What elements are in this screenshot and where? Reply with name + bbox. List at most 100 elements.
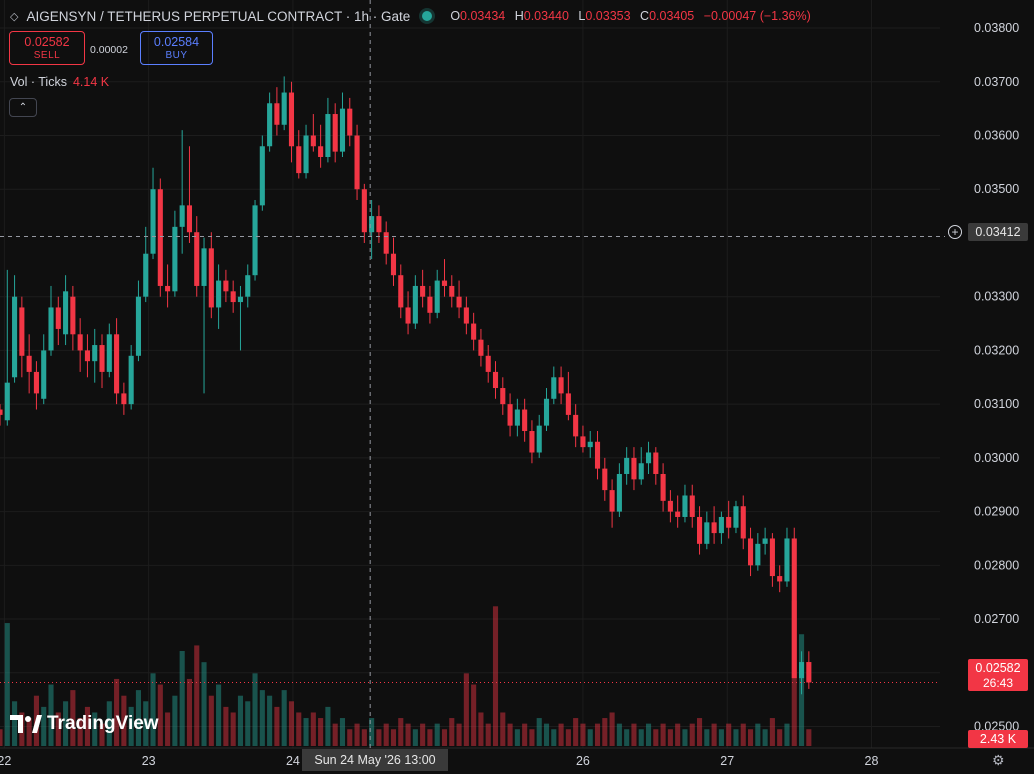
- candle-body: [653, 452, 659, 474]
- volume-bar: [92, 712, 98, 746]
- volume-bar: [63, 701, 69, 746]
- volume-bar: [682, 729, 688, 746]
- legend-header: ◇ AIGENSYN / TETHERUS PERPETUAL CONTRACT…: [10, 7, 811, 25]
- candle-body: [492, 371, 499, 389]
- ohlc-high-key: H: [514, 9, 524, 23]
- volume-bar: [179, 651, 185, 746]
- volume-bar: [485, 723, 491, 746]
- volume-bar: [573, 718, 579, 746]
- candle-body: [26, 355, 32, 372]
- candle-body: [449, 285, 455, 297]
- ohlc-change-value: −0.00047 (−1.36%): [703, 9, 811, 23]
- volume-bar: [26, 718, 32, 746]
- volume-bar: [332, 723, 338, 746]
- price-tick-label: 0.03000: [974, 451, 1019, 465]
- price-tick-label: 0.03800: [974, 21, 1019, 35]
- volume-bar: [434, 723, 440, 746]
- volume-bar: [551, 729, 557, 746]
- sell-button[interactable]: 0.02582 SELL: [9, 31, 85, 65]
- candle-body: [441, 280, 448, 286]
- candle-body: [281, 92, 287, 125]
- last-price-value: 0.02582: [975, 661, 1021, 675]
- time-tick-label: 22: [0, 754, 11, 768]
- price-tick-label: 0.03600: [974, 129, 1019, 143]
- candle-body: [274, 103, 280, 125]
- volume-bar: [755, 723, 761, 746]
- candle-body: [230, 291, 236, 303]
- volume-bar: [667, 729, 673, 746]
- candle-body: [667, 500, 673, 512]
- volume-bar: [609, 712, 615, 746]
- volume-bar: [747, 729, 754, 746]
- ohlc-open-key: O: [450, 9, 461, 23]
- chart-overlay: [0, 0, 945, 748]
- candle-body: [711, 522, 717, 534]
- price-tick-label: 0.03700: [974, 75, 1019, 89]
- candle-body: [303, 135, 309, 174]
- volume-bar: [252, 673, 258, 746]
- tradingview-logo-text: TradingView: [47, 713, 159, 734]
- tradingview-logo: TradingView: [10, 713, 159, 735]
- candle-body: [361, 189, 367, 233]
- candle-body: [580, 436, 586, 448]
- tradingview-logo-icon: [10, 715, 42, 733]
- volume-legend[interactable]: Vol · Ticks 4.14 K: [10, 75, 109, 89]
- chevron-diamond-icon[interactable]: ◇: [10, 10, 19, 23]
- volume-bar: [303, 718, 309, 746]
- candles[interactable]: [0, 76, 812, 695]
- volume-bar: [114, 678, 120, 746]
- candle-body: [332, 114, 338, 152]
- candle-body: [420, 285, 426, 297]
- volume-bar: [281, 690, 287, 746]
- candle-body: [208, 248, 214, 308]
- volume-bar: [441, 729, 448, 746]
- volume-bar: [777, 729, 783, 746]
- volume-bar: [245, 701, 251, 746]
- plus-icon[interactable]: +: [948, 225, 962, 239]
- volume-bar: [769, 718, 775, 746]
- candle-body: [536, 425, 542, 453]
- gear-icon[interactable]: ⚙: [992, 752, 1005, 768]
- candle-body: [376, 216, 382, 233]
- volume-bar: [41, 706, 47, 746]
- volume-bar: [354, 723, 360, 746]
- time-tick-label: 27: [720, 754, 734, 768]
- candle-body: [645, 452, 652, 464]
- candle-body: [383, 232, 389, 254]
- candle-body: [558, 377, 564, 394]
- chevron-up-icon[interactable]: ⌃: [9, 98, 37, 117]
- market-status-icon[interactable]: [422, 11, 433, 21]
- volume-bar: [339, 718, 346, 746]
- candle-body: [172, 226, 178, 292]
- candle-body: [806, 662, 812, 683]
- candle-body: [682, 495, 688, 517]
- volume-bar: [77, 718, 83, 746]
- candle-body: [624, 457, 630, 474]
- candle-body: [99, 345, 105, 372]
- candle-body: [675, 511, 681, 517]
- price-tick-label: 0.03200: [974, 343, 1019, 357]
- candle-body: [84, 350, 90, 362]
- volume-bar: [624, 729, 630, 746]
- candle-body: [478, 339, 484, 356]
- candle-body: [726, 516, 732, 528]
- candle-body: [740, 506, 746, 539]
- volume-bar: [201, 662, 207, 746]
- time-axis[interactable]: 22 23 24 26 27 28: [0, 754, 879, 768]
- volume-bar: [602, 718, 608, 746]
- candle-body: [12, 296, 18, 378]
- candle-body: [791, 538, 797, 679]
- symbol-title[interactable]: AIGENSYN / TETHERUS PERPETUAL CONTRACT ·…: [26, 8, 411, 24]
- price-axis[interactable]: 0.03800 0.03700 0.03600 0.03500 0.03300 0.032…: [974, 21, 1019, 733]
- buy-button[interactable]: 0.02584 BUY: [140, 31, 213, 65]
- volume-bar: [543, 723, 550, 746]
- volume-bar: [194, 645, 200, 746]
- candle-body: [799, 662, 805, 679]
- candle-body: [573, 414, 579, 437]
- candle-body: [471, 323, 477, 340]
- candle-body: [369, 216, 375, 233]
- candle-body: [318, 146, 324, 158]
- volume-bar: [267, 695, 273, 746]
- volume-bar: [449, 718, 455, 746]
